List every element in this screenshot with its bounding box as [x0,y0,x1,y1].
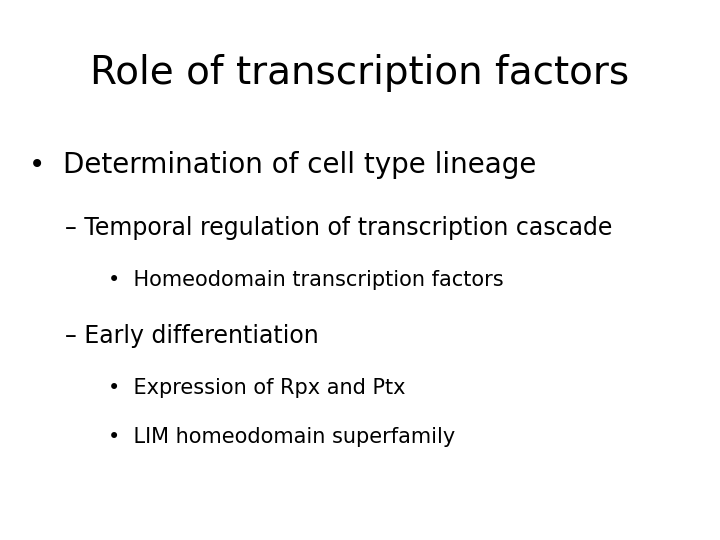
Text: – Temporal regulation of transcription cascade: – Temporal regulation of transcription c… [65,216,612,240]
Text: •  Determination of cell type lineage: • Determination of cell type lineage [29,151,536,179]
Text: •  Expression of Rpx and Ptx: • Expression of Rpx and Ptx [108,378,405,398]
Text: •  LIM homeodomain superfamily: • LIM homeodomain superfamily [108,427,455,447]
Text: •  Homeodomain transcription factors: • Homeodomain transcription factors [108,270,503,290]
Text: – Early differentiation: – Early differentiation [65,324,318,348]
Text: Role of transcription factors: Role of transcription factors [91,54,629,92]
